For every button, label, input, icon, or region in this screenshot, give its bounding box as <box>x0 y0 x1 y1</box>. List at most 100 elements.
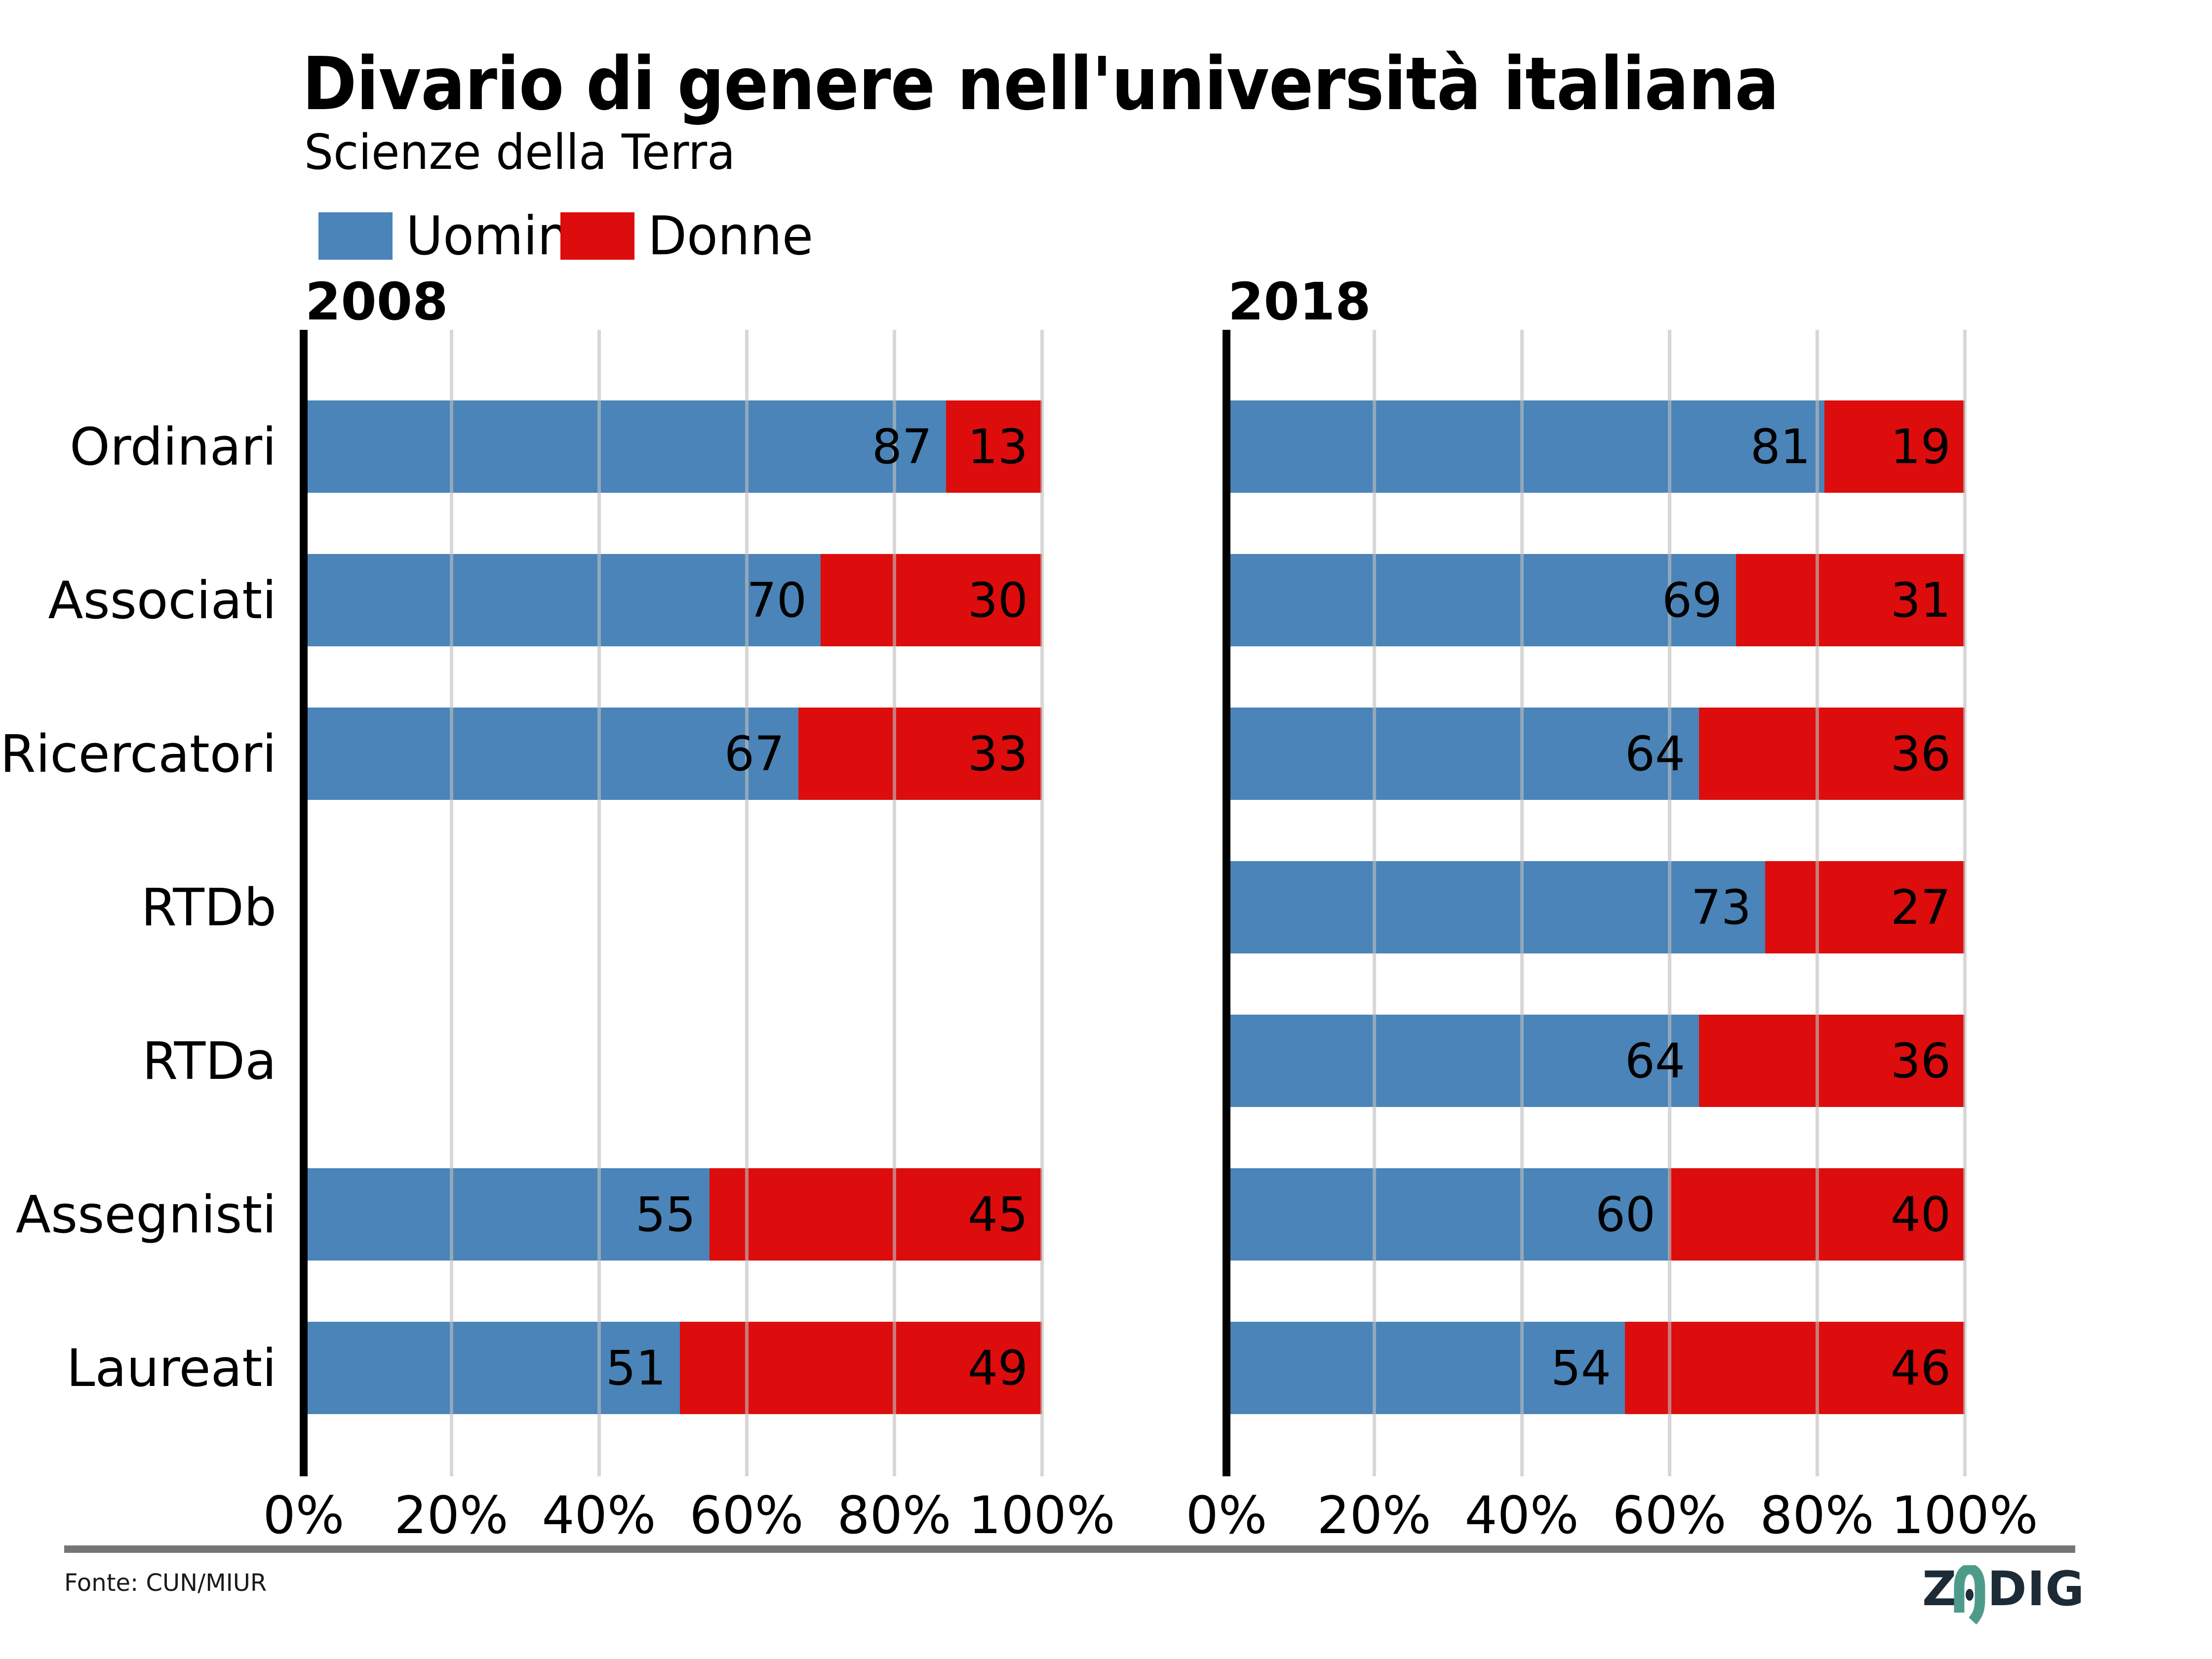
legend-swatch-donne-icon <box>560 212 634 260</box>
gridline-100 <box>1963 330 1967 1476</box>
panel-header-2018: 2018 <box>1228 272 1371 332</box>
bar-segment-uomini <box>1226 708 1699 800</box>
value-label-donne: 40 <box>1890 1186 1951 1242</box>
x-tick-100: 100% <box>968 1485 1115 1545</box>
gridline-20 <box>450 330 453 1476</box>
category-label-associati: Associati <box>48 570 276 631</box>
legend-label-uomini: Uomini <box>406 205 584 267</box>
bar-segment-donne <box>798 708 1042 800</box>
x-tick-60: 60% <box>689 1485 804 1545</box>
category-label-rtda: RTDa <box>142 1030 276 1091</box>
y-axis-line <box>300 330 308 1476</box>
bar-row-ricercatori: 64 36 <box>1226 708 1965 800</box>
bar-segment-uomini <box>304 708 798 800</box>
gridline-40 <box>1520 330 1524 1476</box>
bar-segment-uomini <box>304 1322 680 1414</box>
bar-row-ordinari: 81 19 <box>1226 400 1965 493</box>
value-label-uomini: 60 <box>1595 1186 1656 1242</box>
bar-row-ricercatori: 67 33 <box>304 708 1042 800</box>
value-label-donne: 45 <box>967 1186 1028 1242</box>
panel-header-2008: 2008 <box>305 272 448 332</box>
logo-letter-z: Z <box>1922 1561 1957 1617</box>
x-tick-60: 60% <box>1612 1485 1727 1545</box>
x-tick-80: 80% <box>837 1485 951 1545</box>
bar-segment-donne <box>1699 1015 1965 1107</box>
value-label-uomini: 87 <box>871 419 932 474</box>
gridline-80 <box>893 330 896 1476</box>
value-label-donne: 36 <box>1890 726 1951 782</box>
x-tick-40: 40% <box>1464 1485 1579 1545</box>
bar-segment-donne <box>821 554 1042 646</box>
x-tick-20: 20% <box>394 1485 509 1545</box>
chart-subtitle: Scienze della Terra <box>304 124 736 181</box>
bar-row-assegnisti: 60 40 <box>1226 1168 1965 1261</box>
bar-row-associati: 69 31 <box>1226 554 1965 646</box>
bar-row-rtda: 64 36 <box>1226 1015 1965 1107</box>
bar-segment-uomini <box>304 400 946 493</box>
bar-row-ordinari: 87 13 <box>304 400 1042 493</box>
logo-letter-a-icon <box>1954 1565 1985 1624</box>
value-label-donne: 49 <box>967 1340 1028 1396</box>
category-label-ordinari: Ordinari <box>70 416 276 477</box>
category-label-laureati: Laureati <box>66 1338 276 1398</box>
value-label-uomini: 70 <box>746 572 807 628</box>
bar-segment-uomini <box>1226 1015 1699 1107</box>
value-label-uomini: 81 <box>1750 419 1811 474</box>
bar-segment-donne <box>1765 861 1965 953</box>
bar-segment-uomini <box>304 554 821 646</box>
value-label-donne: 36 <box>1890 1033 1951 1089</box>
bar-row-associati: 70 30 <box>304 554 1042 646</box>
bar-segment-donne <box>710 1168 1042 1261</box>
gridline-100 <box>1040 330 1044 1476</box>
bar-row-laureati: 54 46 <box>1226 1322 1965 1414</box>
bar-segment-uomini <box>1226 861 1765 953</box>
value-label-uomini: 55 <box>635 1186 696 1242</box>
bar-row-laureati: 51 49 <box>304 1322 1042 1414</box>
bar-segment-donne <box>680 1322 1042 1414</box>
value-label-donne: 19 <box>1890 419 1951 474</box>
bar-segment-donne <box>946 400 1042 493</box>
x-tick-100: 100% <box>1891 1485 2038 1545</box>
category-label-ricercatori: Ricercatori <box>0 723 276 784</box>
gridline-40 <box>597 330 601 1476</box>
value-label-donne: 27 <box>1890 879 1951 935</box>
panel-2018: 81 19 69 31 64 36 73 27 64 36 60 40 54 46 <box>1223 330 1967 1476</box>
value-label-donne: 31 <box>1890 572 1951 628</box>
gridline-80 <box>1816 330 1819 1476</box>
x-tick-80: 80% <box>1760 1485 1874 1545</box>
value-label-uomini: 64 <box>1624 1033 1685 1089</box>
value-label-donne: 13 <box>967 419 1028 474</box>
zadig-logo: Z DIG <box>1922 1561 2084 1628</box>
category-label-rtdb: RTDb <box>141 877 276 938</box>
value-label-uomini: 54 <box>1550 1340 1611 1396</box>
value-label-uomini: 51 <box>605 1340 666 1396</box>
gridline-60 <box>1668 330 1671 1476</box>
value-label-donne: 33 <box>967 726 1028 782</box>
x-tick-0: 0% <box>1185 1485 1267 1545</box>
footer-separator <box>64 1545 2075 1553</box>
bar-row-rtdb: 73 27 <box>1226 861 1965 953</box>
x-tick-20: 20% <box>1317 1485 1431 1545</box>
legend-label-donne: Donne <box>648 205 813 267</box>
bar-segment-donne <box>1625 1322 1965 1414</box>
logo-letters-dig: DIG <box>1987 1561 2085 1617</box>
legend-swatch-uomini-icon <box>318 212 393 260</box>
value-label-donne: 30 <box>967 572 1028 628</box>
bar-segment-uomini <box>1226 1168 1669 1261</box>
x-tick-0: 0% <box>263 1485 345 1545</box>
bar-segment-uomini <box>1226 1322 1625 1414</box>
chart-title: Divario di genere nell'università italia… <box>302 41 1779 126</box>
value-label-donne: 46 <box>1890 1340 1951 1396</box>
bar-segment-uomini <box>1226 554 1736 646</box>
value-label-uomini: 67 <box>724 726 785 782</box>
bar-segment-donne <box>1699 708 1965 800</box>
gridline-20 <box>1373 330 1376 1476</box>
source-note: Fonte: CUN/MIUR <box>64 1569 267 1597</box>
value-label-uomini: 64 <box>1624 726 1685 782</box>
bar-segment-uomini <box>1226 400 1824 493</box>
y-axis-line <box>1223 330 1230 1476</box>
value-label-uomini: 73 <box>1691 879 1751 935</box>
value-label-uomini: 69 <box>1661 572 1722 628</box>
bar-segment-uomini <box>304 1168 710 1261</box>
